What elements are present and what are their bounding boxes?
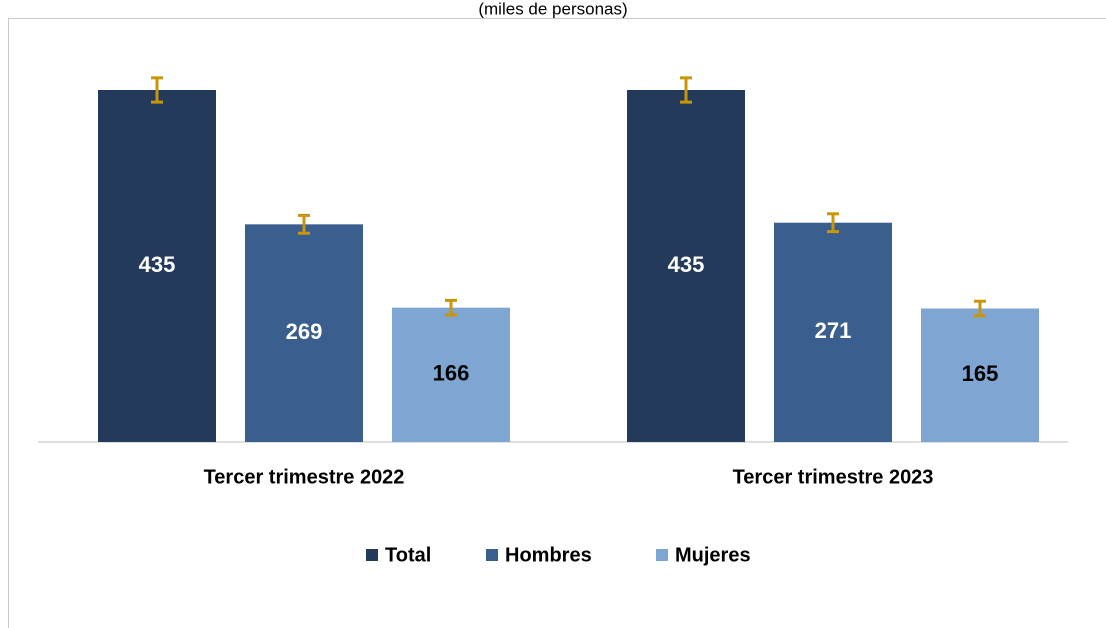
error-bar — [445, 298, 457, 317]
data-label: 166 — [433, 361, 470, 386]
data-label: 165 — [962, 361, 999, 386]
x-tick-label: Tercer trimestre 2022 — [204, 466, 405, 488]
error-bar — [827, 212, 839, 234]
legend-swatch — [486, 549, 498, 561]
legend-swatch — [656, 549, 668, 561]
chart-subtitle: (miles de personas) — [478, 0, 627, 18]
bar — [627, 90, 745, 442]
bar — [98, 90, 216, 442]
bar — [245, 224, 363, 442]
bar — [392, 307, 510, 442]
data-label: 269 — [286, 319, 323, 344]
data-label: 435 — [668, 252, 705, 277]
bar — [774, 222, 892, 442]
bar — [921, 308, 1039, 442]
legend-label: Mujeres — [675, 544, 751, 566]
error-bar — [680, 76, 692, 104]
error-bar — [298, 213, 310, 235]
chart-frame — [8, 18, 1106, 628]
data-label: 435 — [139, 252, 176, 277]
data-label: 271 — [815, 318, 852, 343]
x-tick-label: Tercer trimestre 2023 — [733, 466, 934, 488]
legend-swatch — [366, 549, 378, 561]
error-bar — [974, 299, 986, 318]
error-bar — [151, 76, 163, 104]
legend-label: Hombres — [505, 544, 592, 566]
legend-label: Total — [385, 544, 431, 566]
